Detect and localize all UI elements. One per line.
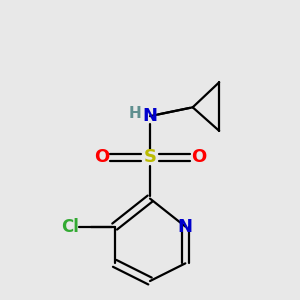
Text: S: S (143, 148, 157, 166)
Text: H: H (128, 106, 141, 121)
Text: O: O (191, 148, 206, 166)
Text: N: N (142, 107, 158, 125)
Text: O: O (94, 148, 109, 166)
Text: N: N (178, 218, 193, 236)
Text: Cl: Cl (61, 218, 79, 236)
